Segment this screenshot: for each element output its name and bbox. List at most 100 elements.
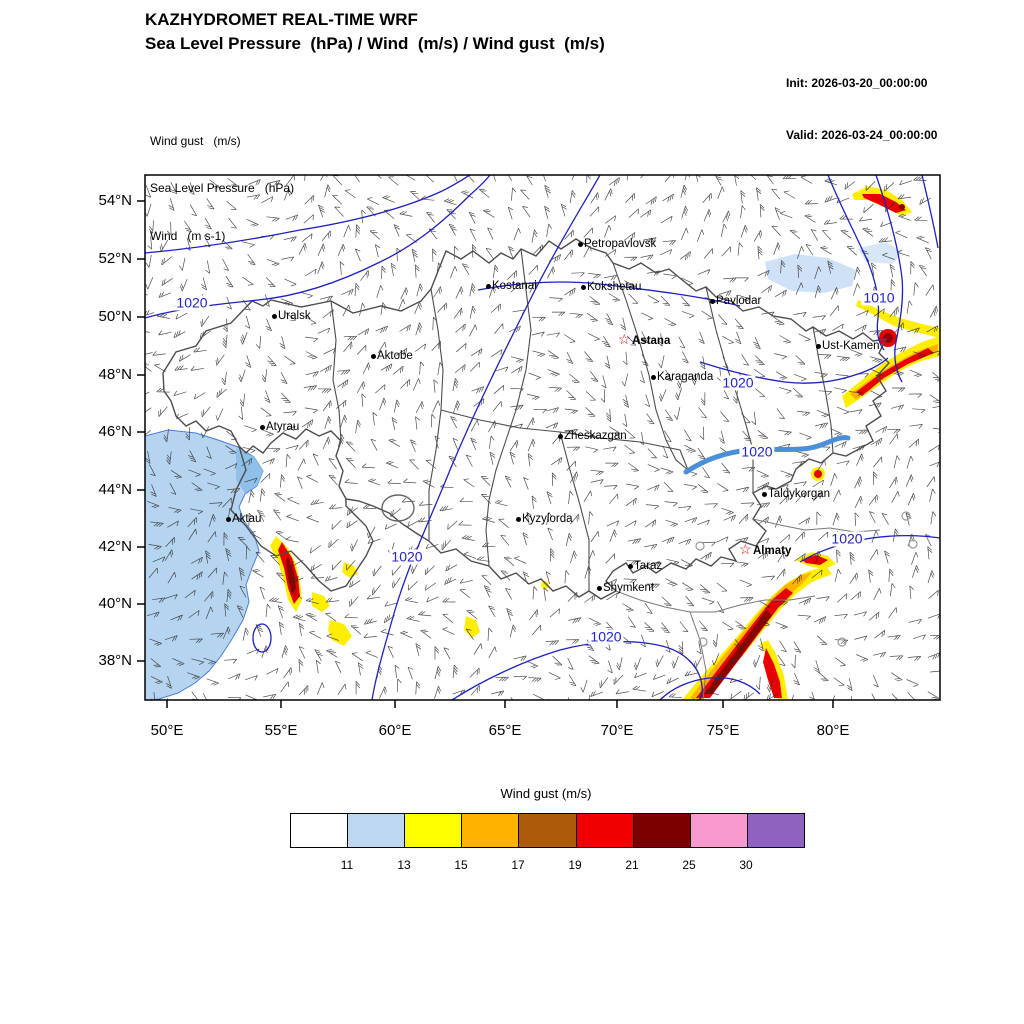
- colorbar-cell: [633, 814, 691, 847]
- colorbar-tick-label: 13: [397, 858, 411, 872]
- city-dot-icon: [557, 433, 563, 439]
- gust-arm-red: [763, 648, 782, 698]
- isobar-label: 1020: [389, 548, 425, 565]
- city-label: Ust-Kamen: [822, 340, 880, 352]
- lat-tick-label: 44°N: [98, 481, 132, 498]
- colorbar-cell: [519, 814, 577, 847]
- gust-west-patch-2: [328, 620, 352, 646]
- city-dot-icon: [225, 516, 231, 522]
- lat-tick-label: 50°N: [98, 308, 132, 325]
- page-subtitle: Sea Level Pressure (hPa) / Wind (m/s) / …: [145, 34, 605, 53]
- lon-tick-label: 50°E: [150, 722, 184, 739]
- city-dot-icon: [650, 374, 656, 380]
- lat-tick-label: 48°N: [98, 366, 132, 383]
- city-label: Zheskazgan: [564, 430, 627, 442]
- lake-balkhash: [683, 435, 851, 475]
- gust-center-patch-1: [464, 616, 480, 638]
- init-time: Init: 2026-03-20_00:00:00: [786, 75, 928, 90]
- lon-tick-label: 75°E: [706, 722, 740, 739]
- isobar-label: 1020: [739, 443, 775, 460]
- lon-tick-label: 65°E: [488, 722, 522, 739]
- legend-slp: Sea Level Pressure (hPa): [150, 181, 295, 196]
- aral-sea-outline: [381, 494, 415, 522]
- city-label: Taldykorgan: [768, 488, 831, 500]
- city-label: Kokshetau: [587, 281, 642, 293]
- capital-star-icon: ☆: [739, 541, 752, 557]
- colorbar-tick-label: 17: [511, 858, 525, 872]
- wind-barb-field: [145, 175, 940, 700]
- colorbar-cell: [747, 814, 804, 847]
- city-dot-icon: [596, 585, 602, 591]
- city-dot-icon: [709, 298, 715, 304]
- colorbar: [290, 813, 805, 848]
- lon-tick-label: 70°E: [600, 722, 634, 739]
- colorbar-tick-label: 25: [682, 858, 696, 872]
- city-label: Almaty: [753, 545, 792, 557]
- run-info: Init: 2026-03-20_00:00:00 Valid: 2026-03…: [786, 40, 937, 179]
- lat-tick-label: 52°N: [98, 250, 132, 267]
- colorbar-tick-label: 19: [568, 858, 582, 872]
- lat-tick-label: 54°N: [98, 192, 132, 209]
- colorbar-title: Wind gust (m/s): [500, 786, 592, 801]
- isobar-contours: [145, 175, 940, 700]
- city-dot-icon: [515, 516, 521, 522]
- city-dot-icon: [815, 343, 821, 349]
- isobar-label: 1020: [588, 628, 624, 645]
- colorbar-cell: [348, 814, 406, 847]
- map-border: [144, 174, 941, 701]
- city-label: Kostanai: [492, 280, 537, 292]
- isobar-label: 1020: [829, 530, 865, 547]
- colorbar-cell: [462, 814, 520, 847]
- isobar-label: 1010: [861, 289, 897, 306]
- city-dot-icon: [761, 491, 767, 497]
- lat-tick-label: 42°N: [98, 538, 132, 555]
- lat-tick-label: 38°N: [98, 652, 132, 669]
- colorbar-cell: [576, 814, 634, 847]
- gust-topright-red: [862, 194, 906, 213]
- gust-area-southeast-core: [704, 610, 772, 694]
- city-dot-icon: [577, 241, 583, 247]
- lon-tick-label: 80°E: [816, 722, 850, 739]
- legend-wind: Wind (m s-1): [150, 228, 226, 243]
- station-circles: [695, 511, 918, 647]
- city-label: Karaganda: [657, 371, 714, 383]
- city-dot-icon: [271, 313, 277, 319]
- gust-almaty-red: [802, 555, 828, 565]
- city-label: Atyrau: [266, 421, 300, 433]
- gust-west-patch-3: [342, 562, 358, 578]
- colorbar-tick-label: 15: [454, 858, 468, 872]
- page-title: KAZHYDROMET REAL-TIME WRF: [145, 10, 418, 29]
- gust-west-patch-1: [312, 592, 330, 612]
- gust-west-core: [286, 556, 296, 594]
- kazakhstan-border: [162, 238, 890, 600]
- field-legend: Wind gust (m/s) Sea Level Pressure (hPa)…: [150, 102, 294, 276]
- city-label: Pavlodar: [716, 295, 762, 307]
- city-label: Shymkent: [603, 582, 655, 594]
- lon-tick-label: 55°E: [264, 722, 298, 739]
- gust-taldykorgan-red: [814, 470, 822, 478]
- gust-east-red: [856, 348, 934, 396]
- city-label: Kyzylorda: [522, 513, 573, 525]
- lon-tick-label: 60°E: [378, 722, 412, 739]
- gust-topright-core: [899, 204, 905, 210]
- axis-ticks: [137, 200, 834, 708]
- lat-tick-label: 40°N: [98, 595, 132, 612]
- country-borders: [162, 238, 890, 700]
- city-label: Taraz: [634, 560, 663, 572]
- colorbar-cell: [405, 814, 463, 847]
- lat-tick-label: 46°N: [98, 423, 132, 440]
- city-dot-icon: [370, 353, 376, 359]
- city-label: Astana: [632, 335, 671, 347]
- valid-time: Valid: 2026-03-24_00:00:00: [786, 127, 938, 142]
- colorbar-cell: [291, 814, 349, 847]
- legend-wind-gust: Wind gust (m/s): [150, 133, 241, 148]
- city-label: Aktobe: [377, 350, 413, 362]
- city-dot-icon: [580, 284, 586, 290]
- isobar-label: 1020: [720, 374, 756, 391]
- colorbar-cell: [690, 814, 748, 847]
- gust-patch-northeast: [765, 254, 856, 293]
- gust-center-patch-2: [541, 581, 549, 589]
- city-label: Petropavlovsk: [584, 238, 657, 250]
- city-label: Aktau: [232, 513, 262, 525]
